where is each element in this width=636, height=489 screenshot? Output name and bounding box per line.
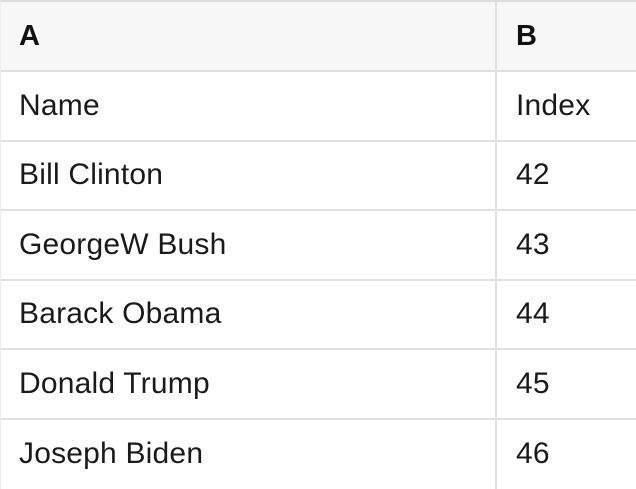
cell-b1[interactable]: Index [497, 72, 636, 140]
cell-b5[interactable]: 45 [497, 350, 636, 418]
cell-a1-text: Name [19, 88, 100, 122]
cell-a4[interactable]: Barack Obama [1, 280, 497, 348]
cell-b4-text: 44 [516, 297, 550, 331]
cell-a2-text: Bill Clinton [19, 158, 164, 192]
column-header-a[interactable]: A [1, 2, 497, 70]
cell-a1[interactable]: Name [1, 72, 497, 140]
column-header-row: A B [1, 2, 636, 72]
column-header-b-label: B [516, 19, 538, 52]
cell-a2[interactable]: Bill Clinton [1, 141, 497, 209]
cell-b4[interactable]: 44 [497, 281, 636, 349]
cell-a6-text: Joseph Biden [19, 437, 204, 471]
table-row: Name Index [1, 72, 636, 142]
table-row: Barack Obama 44 [1, 280, 636, 350]
cell-a4-text: Barack Obama [19, 297, 222, 331]
cell-b1-text: Index [516, 88, 591, 122]
cell-a5-text: Donald Trump [19, 366, 210, 400]
cell-b2[interactable]: 42 [497, 142, 636, 210]
cell-b5-text: 45 [516, 366, 550, 400]
cell-a5[interactable]: Donald Trump [1, 350, 497, 418]
table-row: Donald Trump 45 [1, 350, 636, 420]
column-header-b[interactable]: B [497, 2, 636, 70]
table-row: Bill Clinton 42 [1, 141, 636, 211]
cell-b2-text: 42 [516, 158, 550, 192]
cell-a6[interactable]: Joseph Biden [1, 419, 497, 489]
cell-a3-text: GeorgeW Bush [19, 227, 227, 261]
cell-b3-text: 43 [516, 227, 550, 261]
table-row: GeorgeW Bush 43 [1, 211, 636, 281]
cell-b6[interactable]: 46 [497, 420, 636, 489]
table-row: Joseph Biden 46 [1, 419, 636, 489]
cell-a3[interactable]: GeorgeW Bush [1, 211, 497, 279]
column-header-a-label: A [19, 19, 41, 52]
cell-b6-text: 46 [516, 437, 550, 471]
cell-b3[interactable]: 43 [497, 211, 636, 279]
